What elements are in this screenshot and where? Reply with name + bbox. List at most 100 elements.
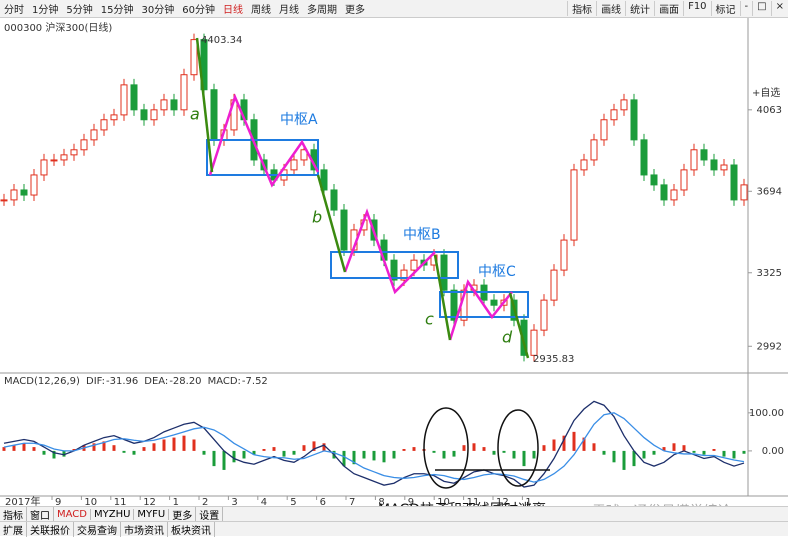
low-label: 2935.83: [533, 354, 574, 365]
period-tab[interactable]: 周线: [250, 5, 271, 16]
indicator-tab[interactable]: 设置: [196, 506, 224, 522]
center-label: 中枢B: [403, 227, 441, 243]
candle: [710, 159, 718, 171]
tool-button[interactable]: 标记: [710, 1, 740, 16]
tool-button[interactable]: ×: [770, 1, 788, 16]
x-tick-label: 3: [231, 497, 237, 508]
info-tab[interactable]: 板块资讯: [168, 521, 215, 537]
stat-value: -28.20: [169, 376, 201, 387]
candle: [620, 99, 628, 111]
high-label: 4403.34: [201, 35, 242, 46]
macd-line: [3, 400, 745, 488]
trend-line: [195, 37, 214, 173]
candle: [290, 159, 298, 171]
candle: [580, 159, 588, 171]
info-tab[interactable]: 扩展: [0, 521, 27, 537]
highlight-ellipse: [423, 407, 469, 489]
segment-label: a: [190, 105, 200, 124]
stat-value: -7.52: [242, 376, 268, 387]
period-tab[interactable]: 日线: [222, 5, 243, 16]
info-tab[interactable]: 交易查询: [74, 521, 121, 537]
period-tab[interactable]: 5分钟: [66, 5, 93, 16]
x-tick-label: 10: [84, 497, 97, 508]
tool-button[interactable]: F10: [683, 1, 710, 16]
candle: [0, 199, 8, 202]
add-watch-button[interactable]: +自选: [752, 86, 780, 99]
x-tick-label: 1: [525, 497, 531, 508]
candle: [340, 209, 348, 251]
x-tick-label: 8: [378, 497, 384, 508]
candle: [130, 84, 138, 111]
indicator-tab[interactable]: MYZHU: [91, 508, 135, 520]
x-tick-label: 12: [143, 497, 156, 508]
chart-title: 000300 沪深300(日线): [4, 21, 112, 34]
y-tick-label: 3325: [757, 268, 782, 279]
candle: [550, 269, 558, 301]
indicator-tab[interactable]: MYFU: [134, 508, 170, 520]
x-tick-label: 9: [408, 497, 414, 508]
tool-button[interactable]: 指标: [567, 1, 596, 16]
period-tab[interactable]: 30分钟: [141, 5, 175, 16]
indicator-tab[interactable]: 指标: [0, 506, 27, 522]
period-tab[interactable]: 更多: [344, 5, 365, 16]
tool-button[interactable]: 统计: [625, 1, 654, 16]
tool-button[interactable]: -: [739, 1, 753, 16]
indicator-tab[interactable]: 更多: [169, 506, 197, 522]
period-tab[interactable]: 月线: [278, 5, 299, 16]
center-box: [206, 139, 319, 176]
trend-line: [508, 292, 530, 359]
x-tick-label: 2017年: [5, 495, 40, 508]
x-tick-label: 6: [320, 497, 326, 508]
trend-line: [433, 254, 452, 341]
tool-button[interactable]: □: [752, 1, 770, 16]
info-tab[interactable]: 关联报价: [27, 521, 74, 537]
x-tick-label: 4: [261, 497, 267, 508]
candle: [80, 139, 88, 151]
indicator-tab[interactable]: 窗口: [27, 506, 54, 522]
info-tab[interactable]: 市场资讯: [121, 521, 168, 537]
y-tick-label: 3694: [757, 186, 782, 197]
candle: [60, 154, 68, 161]
trend-line: [316, 174, 347, 273]
candle: [740, 184, 748, 201]
candle: [530, 329, 538, 356]
candle: [20, 189, 28, 196]
candle: [10, 189, 18, 201]
candle: [50, 159, 58, 162]
stat-name: DIF:: [86, 376, 105, 387]
candle: [70, 149, 78, 156]
period-tab[interactable]: 多周期: [306, 5, 337, 16]
candle: [40, 159, 48, 176]
segment-label: d: [502, 328, 513, 347]
y-tick-label: 0.00: [762, 446, 784, 457]
candle: [610, 109, 618, 121]
period-tab[interactable]: 1分钟: [32, 5, 59, 16]
stat-name: MACD:: [208, 376, 241, 387]
x-tick-label: 11: [467, 497, 480, 508]
center-box: [330, 251, 459, 279]
candle: [100, 119, 108, 131]
period-tab[interactable]: 15分钟: [100, 5, 134, 16]
indicator-tabs: 指标 窗口 MACD MYZHU MYFU 更多 设置: [0, 506, 788, 522]
x-tick-label: 2: [202, 497, 208, 508]
candle: [210, 89, 218, 141]
candle: [590, 139, 598, 161]
center-box: [439, 291, 529, 318]
candle: [680, 169, 688, 191]
indicator-tab[interactable]: MACD: [54, 508, 91, 520]
candle: [110, 114, 118, 121]
candle: [670, 189, 678, 201]
candle: [400, 269, 408, 281]
zigzag: [448, 279, 513, 341]
center-label: 中枢A: [280, 112, 318, 128]
candle: [320, 169, 328, 191]
annotations: [195, 37, 550, 489]
x-tick-label: 5: [290, 497, 296, 508]
x-tick-label: 11: [114, 497, 127, 508]
tool-button[interactable]: 画线: [596, 1, 625, 16]
zigzag: [343, 208, 436, 295]
period-tab[interactable]: 60分钟: [182, 5, 215, 16]
period-tab[interactable]: 分时: [4, 5, 24, 16]
segment-label: c: [425, 310, 434, 329]
tool-button[interactable]: 画面: [654, 1, 683, 16]
